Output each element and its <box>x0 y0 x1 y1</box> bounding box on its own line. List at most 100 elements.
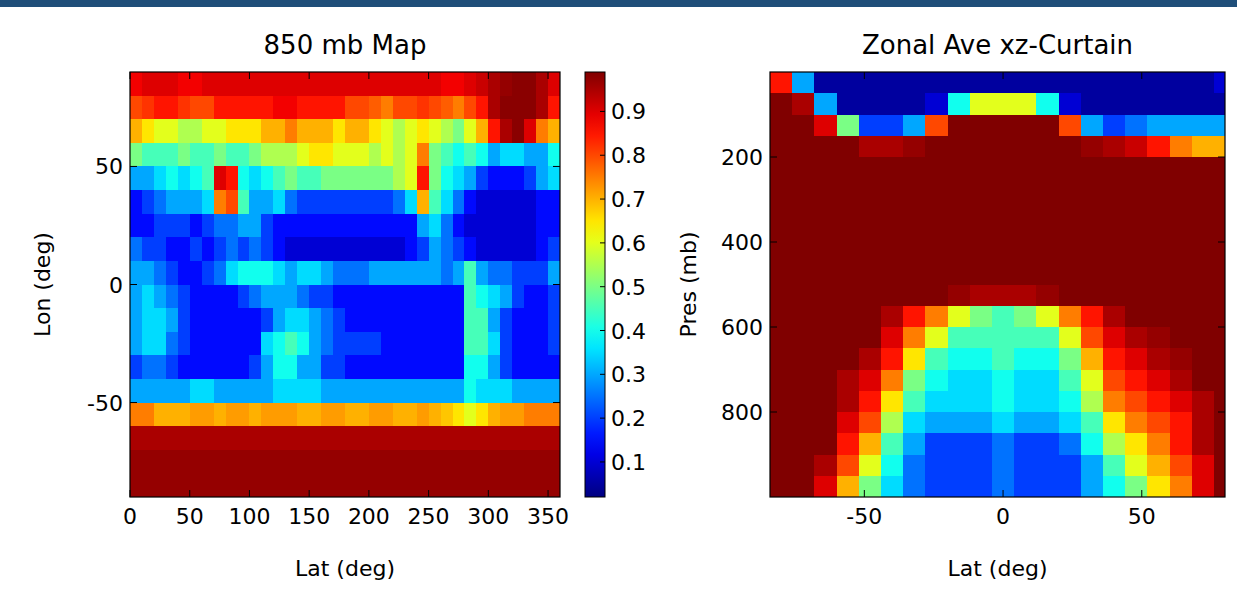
cell <box>441 119 454 143</box>
cell <box>1081 348 1104 370</box>
cell <box>837 178 860 200</box>
cell <box>1170 412 1193 434</box>
cell <box>1059 433 1082 455</box>
cell <box>512 261 525 285</box>
cell <box>1081 370 1104 392</box>
cell <box>309 119 322 143</box>
cell <box>142 308 155 332</box>
cell <box>453 214 466 238</box>
cell <box>992 476 1015 497</box>
cell <box>881 157 904 179</box>
cell <box>321 332 334 356</box>
cell <box>369 237 382 261</box>
cell <box>548 119 560 143</box>
cell <box>154 190 167 214</box>
cell <box>500 332 513 356</box>
cell <box>417 261 430 285</box>
cell <box>345 119 358 143</box>
cell <box>1125 327 1148 349</box>
cell <box>992 200 1015 222</box>
cell <box>992 391 1015 413</box>
cell <box>1081 242 1104 264</box>
cell <box>792 306 815 328</box>
cell <box>130 143 143 167</box>
cell <box>166 379 179 403</box>
cell <box>381 308 394 332</box>
cell <box>1014 327 1037 349</box>
cell <box>770 242 793 264</box>
cell <box>453 190 466 214</box>
cell <box>1214 115 1225 137</box>
cell <box>512 473 525 497</box>
cell <box>970 136 993 158</box>
cell <box>814 93 837 115</box>
cell <box>1014 370 1037 392</box>
cell <box>429 96 442 120</box>
cell <box>814 200 837 222</box>
cell <box>190 355 203 379</box>
cell <box>190 308 203 332</box>
cell <box>249 285 262 309</box>
cell <box>464 166 477 190</box>
cell <box>548 355 560 379</box>
cell <box>1081 285 1104 307</box>
cell <box>970 72 993 94</box>
cell <box>792 136 815 158</box>
cell <box>464 237 477 261</box>
cell <box>261 473 274 497</box>
cell <box>202 355 215 379</box>
cell <box>273 190 286 214</box>
cell <box>948 136 971 158</box>
cell <box>837 433 860 455</box>
cell <box>166 308 179 332</box>
cell <box>417 190 430 214</box>
cell <box>903 200 926 222</box>
cell <box>1103 115 1126 137</box>
cell <box>1147 72 1170 94</box>
cell <box>1014 72 1037 94</box>
cell <box>285 72 298 96</box>
cell <box>1103 327 1126 349</box>
cell <box>381 379 394 403</box>
cell <box>1125 433 1148 455</box>
cell <box>309 450 322 474</box>
cell <box>814 370 837 392</box>
cell <box>548 143 560 167</box>
cell <box>226 473 239 497</box>
cell <box>273 285 286 309</box>
cell <box>992 115 1015 137</box>
cell <box>970 433 993 455</box>
y-tick-label: 400 <box>721 230 763 255</box>
cell <box>261 72 274 96</box>
cell <box>1125 72 1148 94</box>
cell <box>770 370 793 392</box>
cell <box>1192 412 1215 434</box>
cell <box>524 308 537 332</box>
cell <box>548 237 560 261</box>
cell <box>859 370 882 392</box>
cell <box>249 261 262 285</box>
cell <box>488 143 501 167</box>
cell <box>524 119 537 143</box>
cell <box>142 261 155 285</box>
cell <box>536 450 549 474</box>
cell <box>1147 136 1170 158</box>
cell <box>770 157 793 179</box>
cell <box>417 403 430 427</box>
cell <box>1192 370 1215 392</box>
cell <box>1036 433 1059 455</box>
cell <box>1192 178 1215 200</box>
cell <box>1103 178 1126 200</box>
cell <box>837 476 860 497</box>
cell <box>405 332 418 356</box>
cell <box>405 355 418 379</box>
cell <box>1192 115 1215 137</box>
cell <box>178 308 191 332</box>
cell <box>770 412 793 434</box>
cell <box>1036 285 1059 307</box>
cell <box>837 455 860 477</box>
cell <box>214 261 227 285</box>
cell <box>453 166 466 190</box>
cell <box>369 379 382 403</box>
cell <box>881 263 904 285</box>
